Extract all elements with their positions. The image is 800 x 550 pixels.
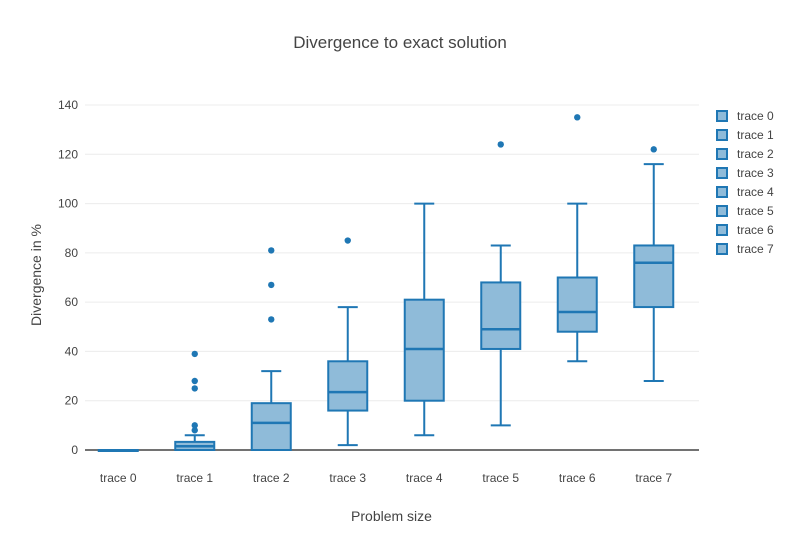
legend-label: trace 1 bbox=[737, 127, 774, 142]
box bbox=[97, 449, 139, 452]
outlier-point bbox=[268, 281, 275, 289]
legend-label: trace 3 bbox=[737, 165, 774, 180]
x-tick-label: trace 4 bbox=[406, 471, 443, 485]
outlier-point bbox=[574, 114, 581, 121]
legend-item-trace-4[interactable]: trace 4 bbox=[716, 182, 774, 201]
legend-swatch-icon bbox=[716, 185, 728, 198]
legend-label: trace 2 bbox=[737, 146, 774, 161]
y-axis-title: Divergence in % bbox=[28, 224, 44, 326]
y-tick-label: 20 bbox=[65, 394, 79, 408]
legend-label: trace 6 bbox=[737, 222, 774, 237]
box bbox=[556, 276, 598, 333]
legend-item-trace-2[interactable]: trace 2 bbox=[716, 144, 774, 163]
legend-swatch-icon bbox=[716, 109, 728, 122]
y-tick-label: 60 bbox=[65, 295, 79, 309]
box-trace-1 bbox=[174, 350, 216, 452]
box bbox=[633, 244, 675, 309]
legend-item-trace-7[interactable]: trace 7 bbox=[716, 239, 774, 258]
outlier-point bbox=[497, 141, 504, 148]
outlier-point bbox=[191, 422, 198, 429]
box bbox=[480, 281, 522, 350]
y-tick-label: 80 bbox=[65, 246, 79, 260]
box-trace-6 bbox=[556, 114, 598, 363]
box-trace-7 bbox=[633, 146, 675, 382]
legend-label: trace 0 bbox=[737, 108, 774, 123]
box-trace-3 bbox=[327, 237, 369, 447]
y-tick-label: 40 bbox=[65, 344, 79, 358]
legend-label: trace 5 bbox=[737, 203, 774, 218]
legend-swatch-icon bbox=[716, 147, 728, 160]
legend-label: trace 4 bbox=[737, 184, 774, 199]
x-tick-label: trace 6 bbox=[559, 471, 596, 485]
x-tick-label: trace 5 bbox=[482, 471, 519, 485]
legend-item-trace-6[interactable]: trace 6 bbox=[716, 220, 774, 239]
outlier-point bbox=[268, 316, 275, 323]
box-trace-0 bbox=[97, 449, 139, 452]
outlier-point bbox=[191, 427, 198, 434]
x-tick-label: trace 1 bbox=[176, 471, 213, 485]
chart-title: Divergence to exact solution bbox=[293, 33, 507, 52]
legend-swatch-icon bbox=[716, 242, 728, 255]
x-tick-label: trace 7 bbox=[635, 471, 672, 485]
legend-swatch-icon bbox=[716, 223, 728, 236]
outlier-point bbox=[268, 247, 275, 254]
y-tick-label: 140 bbox=[58, 98, 78, 112]
legend-item-trace-0[interactable]: trace 0 bbox=[716, 106, 774, 125]
outlier-point bbox=[191, 377, 198, 385]
legend: trace 0 trace 1 trace 2 trace 3 trace 4 trace… bbox=[716, 106, 774, 258]
x-tick-label: trace 2 bbox=[253, 471, 290, 485]
box bbox=[327, 360, 369, 412]
box bbox=[250, 402, 292, 451]
y-tick-label: 120 bbox=[58, 147, 78, 161]
box-trace-5 bbox=[480, 141, 522, 427]
box-trace-4 bbox=[403, 202, 445, 437]
x-axis-title: Problem size bbox=[351, 508, 432, 524]
legend-item-trace-1[interactable]: trace 1 bbox=[716, 125, 774, 144]
outlier-point bbox=[344, 237, 351, 244]
y-tick-label: 100 bbox=[58, 197, 78, 211]
box-trace-2 bbox=[250, 247, 292, 451]
legend-swatch-icon bbox=[716, 128, 728, 141]
x-tick-label: trace 3 bbox=[329, 471, 366, 485]
legend-swatch-icon bbox=[716, 166, 728, 179]
legend-item-trace-5[interactable]: trace 5 bbox=[716, 201, 774, 220]
outlier-point bbox=[191, 350, 198, 358]
y-tick-label: 0 bbox=[71, 443, 78, 457]
x-tick-label: trace 0 bbox=[100, 471, 137, 485]
legend-label: trace 7 bbox=[737, 241, 774, 256]
legend-item-trace-3[interactable]: trace 3 bbox=[716, 163, 774, 182]
legend-swatch-icon bbox=[716, 204, 728, 217]
outlier-point bbox=[650, 146, 657, 153]
outlier-point bbox=[191, 385, 198, 392]
